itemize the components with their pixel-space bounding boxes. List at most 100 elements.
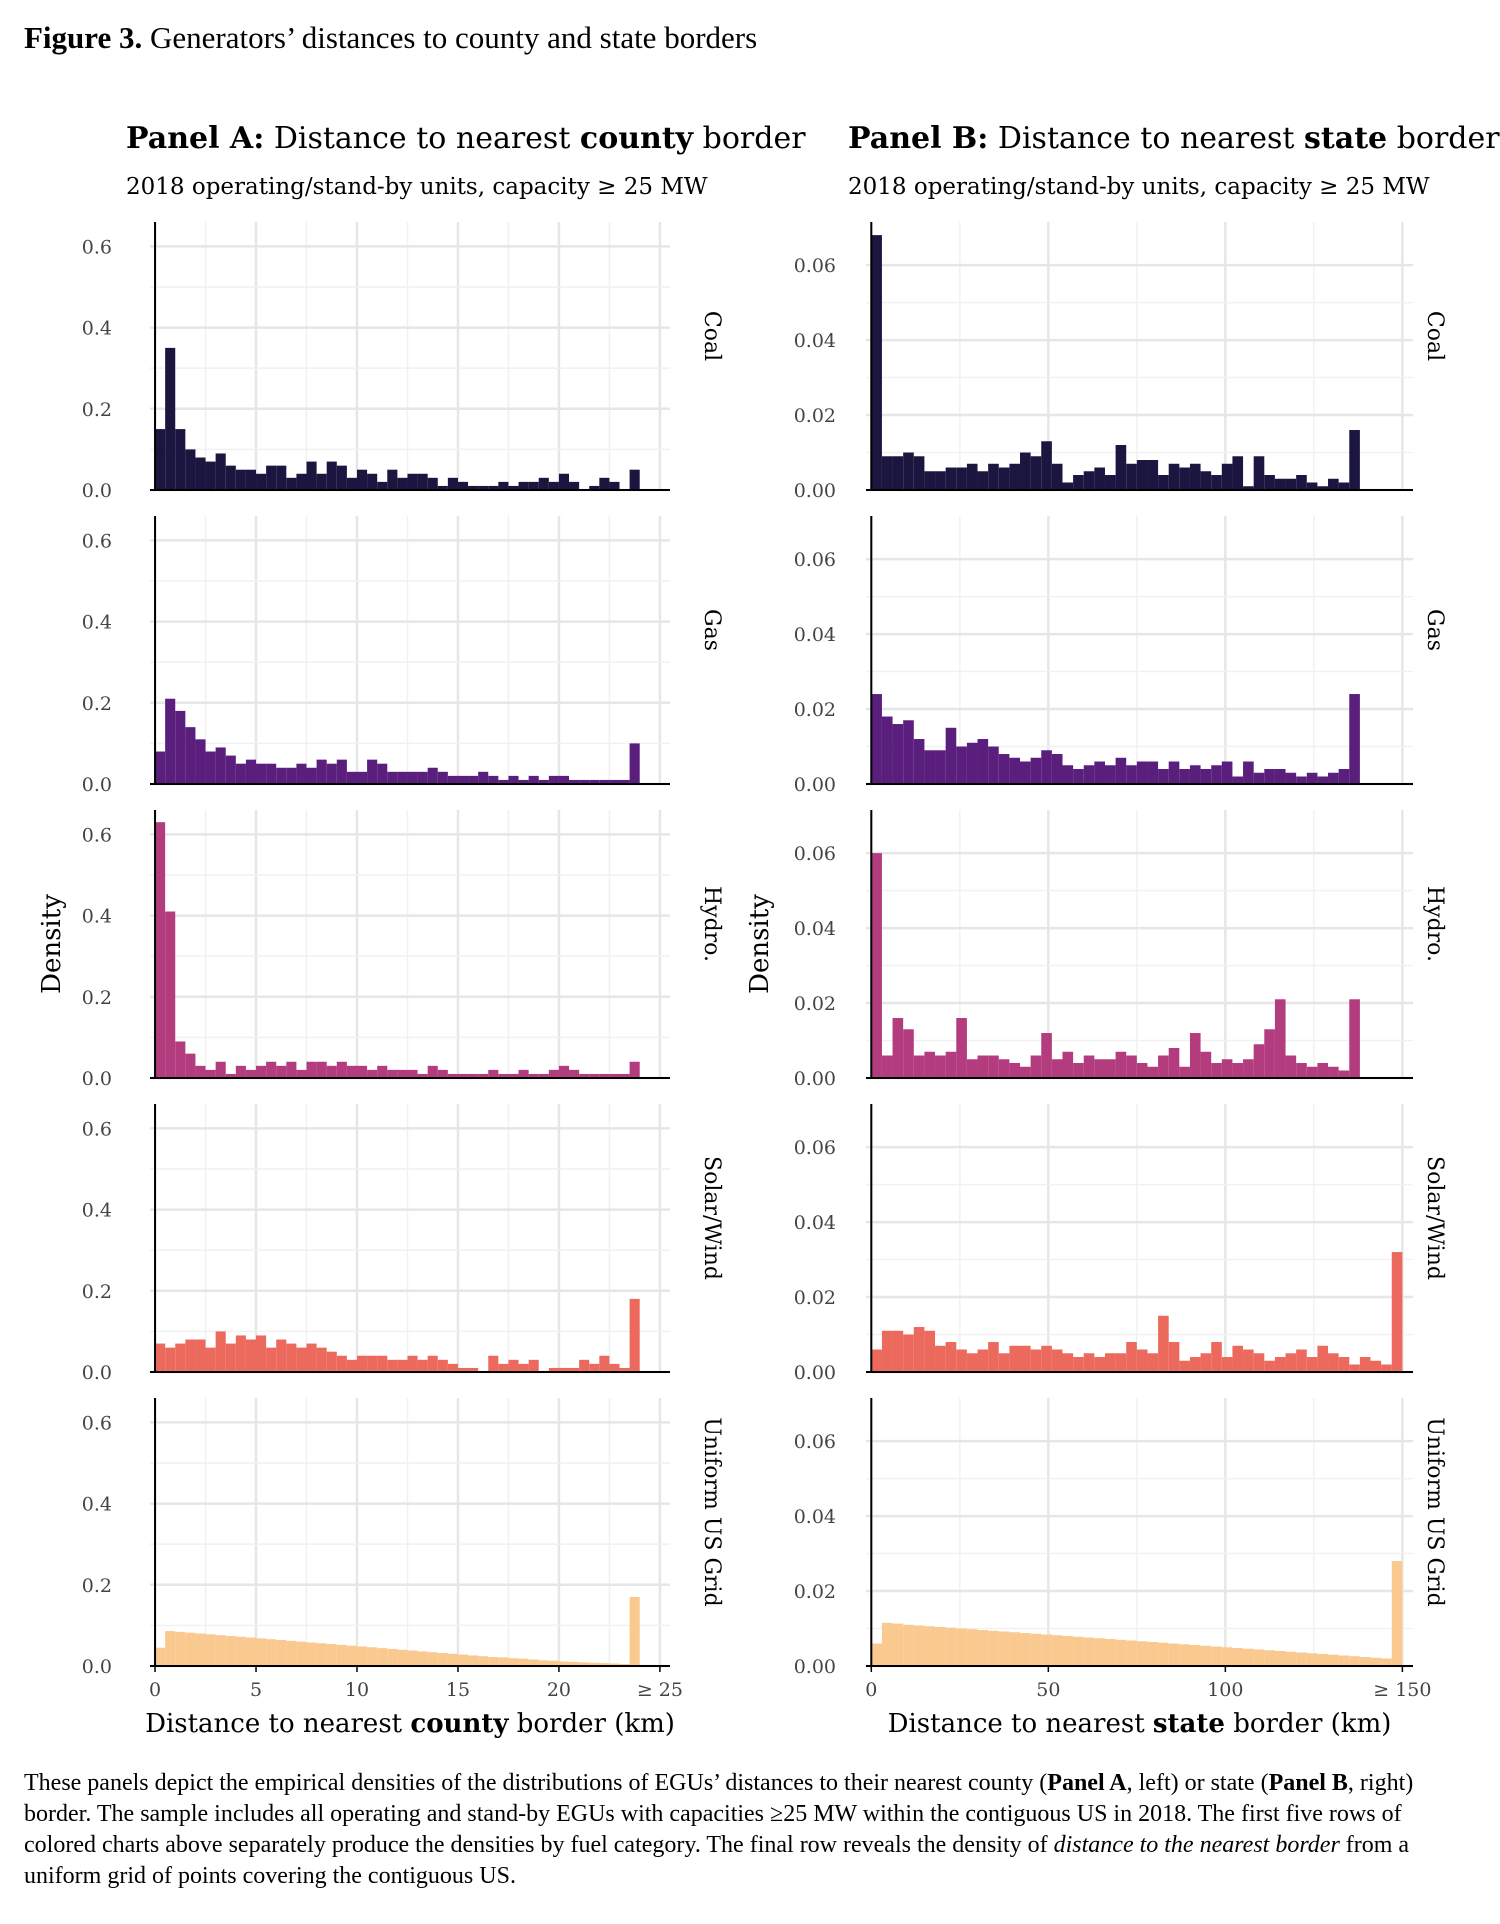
- bar: [1306, 1357, 1318, 1372]
- bar: [427, 1355, 438, 1372]
- bar: [377, 1065, 388, 1078]
- bar: [256, 1065, 267, 1078]
- figure-title: Figure 3. Generators’ distances to count…: [24, 20, 757, 56]
- bar: [195, 1065, 206, 1078]
- bar: [1211, 1646, 1222, 1666]
- bar: [1136, 1063, 1148, 1078]
- bar: [326, 461, 337, 490]
- bar: [155, 1343, 166, 1372]
- bar: [468, 775, 479, 784]
- bar: [185, 1339, 196, 1372]
- bar: [871, 853, 882, 1078]
- bar: [1136, 1641, 1148, 1666]
- bar: [1051, 1635, 1063, 1666]
- bar: [871, 235, 882, 490]
- figure-caption: These panels depict the empirical densit…: [24, 1768, 1474, 1892]
- bar: [913, 1055, 925, 1078]
- bar: [508, 485, 519, 490]
- bar: [871, 694, 882, 784]
- y-tick-label: 0.0: [82, 480, 112, 502]
- bar: [589, 1363, 600, 1372]
- bar: [579, 1662, 590, 1666]
- caption-part-3: , right) border. The sample includes all…: [24, 1770, 1414, 1858]
- facet-label: Uniform US Grid: [699, 1417, 724, 1606]
- bar: [1168, 1342, 1180, 1372]
- bar: [1094, 1357, 1105, 1372]
- bar: [1285, 772, 1297, 784]
- y-tick-label: 0.04: [794, 1212, 836, 1234]
- bar: [245, 469, 257, 490]
- bar: [1126, 1342, 1137, 1372]
- bar: [1274, 999, 1286, 1078]
- bar: [913, 456, 925, 490]
- bar: [945, 1342, 957, 1372]
- bar: [1062, 1353, 1074, 1372]
- bar: [1136, 761, 1148, 784]
- bar: [437, 1653, 448, 1666]
- bar: [326, 763, 337, 784]
- bar: [417, 1359, 428, 1372]
- y-axis-label: Density: [37, 894, 67, 994]
- bar: [924, 1330, 936, 1372]
- bar: [508, 775, 519, 784]
- bar: [1115, 1639, 1127, 1666]
- bar: [286, 1061, 297, 1078]
- bar: [457, 1654, 469, 1666]
- bar: [1051, 463, 1063, 490]
- bar: [508, 1658, 519, 1666]
- facet-hydro-: 0.00 0.02 0.04 0.06 Hydro.: [794, 810, 1447, 1090]
- bar: [508, 1359, 519, 1372]
- bar: [881, 1622, 893, 1666]
- bar: [579, 779, 590, 784]
- y-tick-label: 0.02: [794, 1581, 836, 1603]
- bar: [977, 1349, 989, 1372]
- bar: [437, 485, 448, 490]
- bar: [1094, 761, 1105, 784]
- bar: [892, 1330, 904, 1372]
- bar: [924, 1626, 936, 1666]
- bar: [437, 1069, 448, 1078]
- facet-coal: 0.00 0.02 0.04 0.06 Coal: [794, 222, 1447, 502]
- bar: [629, 1298, 640, 1372]
- bar: [528, 481, 539, 490]
- bar: [165, 698, 176, 784]
- bar: [1306, 482, 1318, 490]
- bar: [1274, 1357, 1286, 1372]
- bar: [1115, 445, 1127, 490]
- bar: [966, 1353, 978, 1372]
- bar: [538, 1660, 549, 1666]
- y-tick-label: 0.02: [794, 405, 836, 427]
- bar: [367, 1069, 378, 1078]
- y-tick-label: 0.06: [794, 1137, 836, 1159]
- bar: [1189, 1033, 1201, 1078]
- bar: [1030, 757, 1042, 784]
- bar: [1221, 463, 1233, 490]
- bar: [498, 779, 509, 784]
- bar: [1041, 1634, 1052, 1666]
- bar: [528, 1659, 539, 1666]
- bar: [407, 1650, 418, 1666]
- bar: [1041, 1345, 1052, 1372]
- bar: [518, 779, 529, 784]
- panel-title-text: Distance to nearest: [264, 121, 580, 156]
- bar: [1359, 1657, 1371, 1666]
- bar: [185, 1632, 196, 1666]
- bar: [569, 1661, 580, 1666]
- bar: [569, 1367, 580, 1372]
- facet-solar-wind: 0.0 0.2 0.4 0.6 Solar/Wind: [82, 1104, 724, 1384]
- bar: [1030, 1349, 1042, 1372]
- bar: [1041, 1033, 1052, 1078]
- bar: [1189, 1357, 1201, 1372]
- bar: [165, 911, 176, 1078]
- bar: [1158, 475, 1169, 490]
- bar: [175, 1343, 186, 1372]
- bar: [935, 1627, 946, 1666]
- bar: [881, 1055, 893, 1078]
- bar: [457, 481, 469, 490]
- bar: [945, 467, 957, 490]
- bar: [988, 746, 999, 784]
- bar: [498, 1657, 509, 1666]
- y-tick-label: 0.04: [794, 624, 836, 646]
- bar: [478, 771, 489, 784]
- caption-part-2: , left) or state (: [1126, 1770, 1269, 1796]
